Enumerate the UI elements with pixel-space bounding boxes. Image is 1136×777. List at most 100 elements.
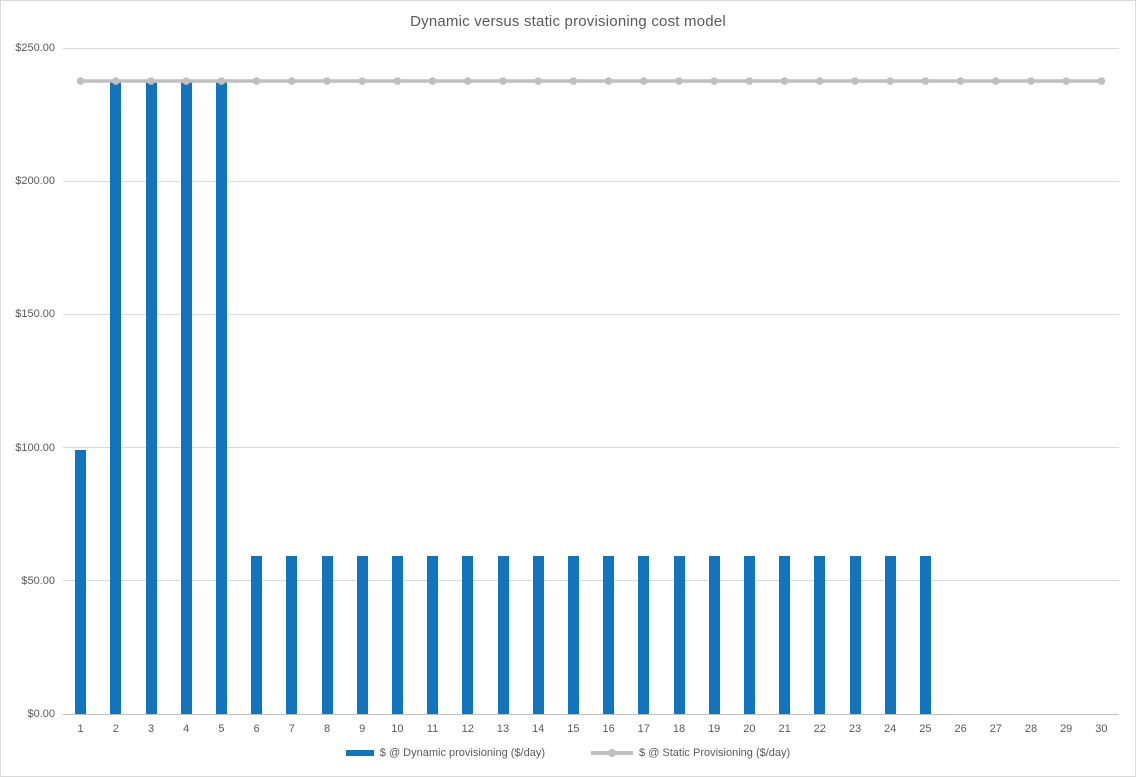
bar-day-3 <box>145 81 157 714</box>
x-axis-tick-label: 26 <box>954 723 967 735</box>
line-marker <box>393 77 402 85</box>
x-axis-tick-label: 12 <box>461 723 474 735</box>
y-axis-tick-label: $50.00 <box>21 574 55 587</box>
x-axis-tick-label: 1 <box>77 723 84 735</box>
x-axis-tick-label: 18 <box>672 723 686 735</box>
bar-day-18 <box>673 555 685 714</box>
y-axis: $0.00 $50.00 $100.00 $150.00 $200.00 $250.00 <box>1 42 55 720</box>
bar-day-5 <box>215 81 227 714</box>
x-axis-tick-label: 27 <box>989 723 1002 735</box>
x-axis: 1 2 3 4 5 6 7 8 9 10 11 12 13 14 15 16 17 18 19 20 21 22 23 24 2… <box>63 722 1119 738</box>
x-axis-tick-label: 14 <box>532 723 545 735</box>
x-axis-tick-label: 4 <box>183 723 190 735</box>
line-marker <box>710 77 718 85</box>
bar-day-22 <box>814 555 826 714</box>
x-axis-tick-label: 11 <box>426 723 439 735</box>
legend-line-swatch-icon <box>591 749 634 757</box>
x-axis-tick-label: 2 <box>112 723 119 735</box>
x-axis-tick-label: 3 <box>147 723 155 735</box>
bar-day-11 <box>427 555 439 714</box>
line-marker <box>992 77 1000 85</box>
line-marker <box>1097 77 1106 85</box>
bar-day-10 <box>391 555 403 714</box>
gridline <box>63 447 1119 449</box>
bar-day-24 <box>884 555 896 714</box>
x-axis-tick-label: 20 <box>743 723 756 735</box>
bar-day-8 <box>321 555 333 714</box>
bar-day-16 <box>603 555 615 714</box>
bar-day-7 <box>286 555 298 714</box>
line-marker <box>569 77 578 85</box>
line-marker <box>112 77 120 85</box>
legend-item-dynamic-provisioning: $ @ Dynamic provisioning ($/day) <box>345 747 546 759</box>
gridline <box>63 580 1119 582</box>
x-axis-tick-label: 10 <box>391 723 404 735</box>
line-marker <box>956 77 965 85</box>
bar-day-20 <box>743 555 755 714</box>
y-axis-tick-label: $0.00 <box>27 708 55 720</box>
y-axis-tick-label: $200.00 <box>15 175 55 188</box>
line-marker <box>780 77 789 85</box>
x-axis-tick-label: 13 <box>496 723 510 735</box>
legend-bar-swatch-icon <box>345 750 374 756</box>
x-axis-tick-label: 6 <box>253 723 260 735</box>
x-axis-tick-label: 15 <box>567 723 580 735</box>
x-axis-tick-label: 21 <box>778 723 791 735</box>
line-marker <box>640 77 648 85</box>
y-axis-tick-label: $150.00 <box>15 308 55 321</box>
line-marker <box>358 77 367 85</box>
line-marker <box>851 77 859 85</box>
x-axis-tick-label: 28 <box>1024 723 1038 735</box>
line-marker <box>534 77 542 85</box>
bar-day-2 <box>110 81 122 714</box>
x-axis-tick-label: 23 <box>848 723 862 735</box>
static-line-series <box>76 77 1106 85</box>
line-marker <box>745 77 754 85</box>
x-axis-tick-label: 24 <box>884 723 897 735</box>
bar-day-9 <box>356 555 368 714</box>
x-axis-tick-label: 29 <box>1060 723 1073 735</box>
gridline <box>63 180 1119 182</box>
x-axis-tick-label: 8 <box>323 723 331 735</box>
bar-day-25 <box>919 555 931 714</box>
y-axis-tick-label: $250.00 <box>15 42 55 54</box>
line-marker <box>1027 77 1035 85</box>
line-marker <box>816 77 824 85</box>
bar-day-23 <box>849 555 861 714</box>
bar-day-12 <box>462 555 474 714</box>
line-marker <box>252 77 261 85</box>
gridline <box>63 313 1119 315</box>
line-marker <box>147 77 155 85</box>
bar-day-13 <box>497 555 509 714</box>
x-axis-tick-label: 19 <box>708 723 721 735</box>
x-axis-tick-label: 25 <box>919 723 932 735</box>
x-axis-tick-label: 9 <box>359 723 366 735</box>
line-marker <box>323 77 331 85</box>
line-marker <box>604 77 613 85</box>
x-axis-tick-label: 17 <box>637 723 650 735</box>
line-marker <box>1062 77 1070 85</box>
x-axis-tick-label: 22 <box>813 723 826 735</box>
bar-day-15 <box>567 555 579 714</box>
x-axis-tick-label: 7 <box>288 723 295 735</box>
bar-day-19 <box>708 555 720 714</box>
bar-day-4 <box>180 81 192 714</box>
y-axis-tick-label: $100.00 <box>15 441 55 454</box>
x-axis-tick-label: 16 <box>602 723 615 735</box>
x-axis-tick-label: 30 <box>1095 723 1108 735</box>
legend-item-static-provisioning: $ @ Static Provisioning ($/day) <box>591 747 790 759</box>
line-marker <box>288 77 296 85</box>
line-marker <box>464 77 472 85</box>
line-marker <box>76 77 85 85</box>
chart-legend: $ @ Dynamic provisioning ($/day) $ @ Sta… <box>1 747 1135 759</box>
plot-area <box>63 47 1119 715</box>
legend-label-dynamic: $ @ Dynamic provisioning ($/day) <box>379 747 546 759</box>
bar-day-17 <box>638 555 650 714</box>
line-marker <box>182 77 190 85</box>
bar-day-21 <box>779 555 791 714</box>
line-marker <box>886 77 894 85</box>
bar-day-14 <box>532 555 544 714</box>
bar-day-6 <box>251 555 263 714</box>
line-marker <box>499 77 507 85</box>
